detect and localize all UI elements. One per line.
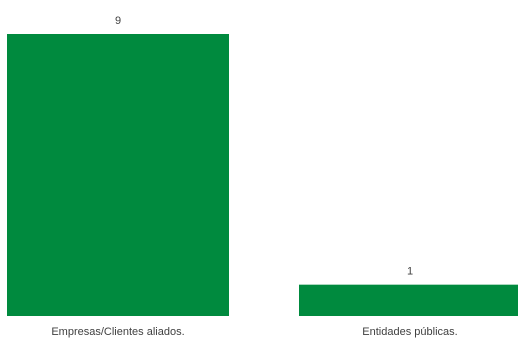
bars-layer xyxy=(7,34,518,316)
category-label-1: Entidades públicas. xyxy=(362,326,457,338)
bar-1 xyxy=(299,284,518,316)
category-label-0: Empresas/Clientes aliados. xyxy=(51,326,184,338)
data-labels-layer: 91 xyxy=(115,15,413,278)
bar-0 xyxy=(7,34,229,316)
data-label-0: 9 xyxy=(115,15,121,27)
category-labels-layer: Empresas/Clientes aliados. Entidades públ… xyxy=(51,326,457,338)
data-label-1: 1 xyxy=(407,266,413,278)
